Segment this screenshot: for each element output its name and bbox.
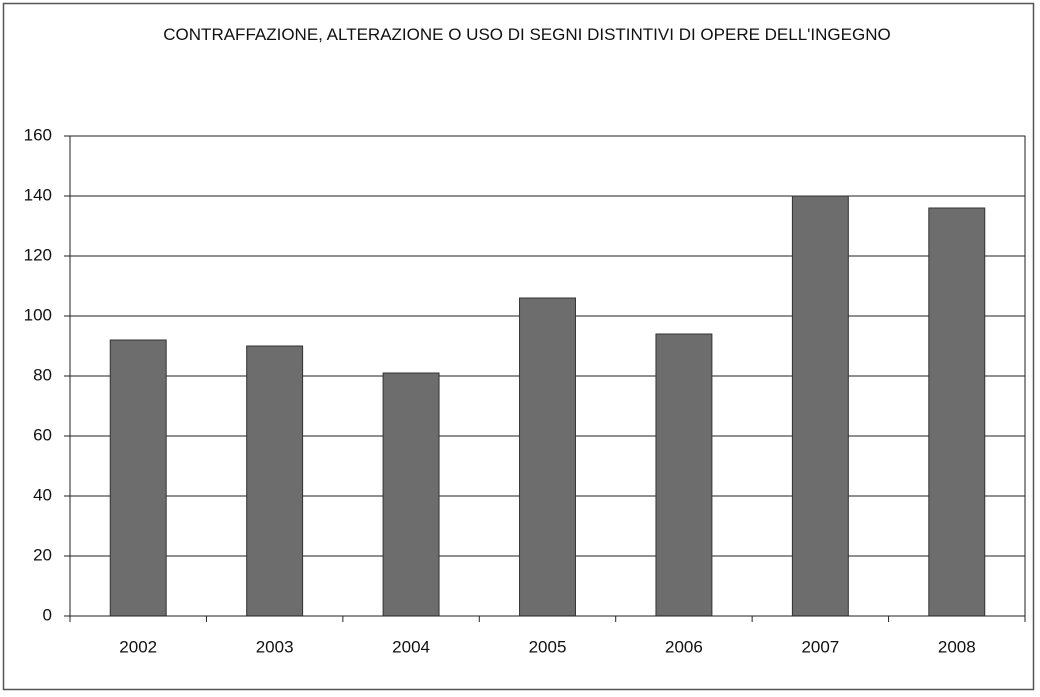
y-tick-label: 60	[33, 425, 52, 444]
bar	[109, 339, 167, 617]
y-tick-label: 40	[33, 485, 52, 504]
x-tick-label: 2007	[801, 637, 839, 656]
y-tick-label: 80	[33, 365, 52, 384]
y-tick-label: 0	[43, 605, 52, 624]
bar	[382, 372, 440, 617]
x-tick-label: 2004	[392, 637, 430, 656]
x-tick-label: 2005	[529, 637, 567, 656]
x-tick-label: 2006	[665, 637, 703, 656]
y-tick-label: 140	[24, 185, 52, 204]
chart-title: CONTRAFFAZIONE, ALTERAZIONE O USO DI SEG…	[163, 25, 891, 44]
y-tick-label: 100	[24, 305, 52, 324]
y-tick-label: 120	[24, 245, 52, 264]
x-tick-label: 2008	[938, 637, 976, 656]
bar	[655, 333, 713, 617]
bar	[519, 297, 576, 617]
x-tick-label: 2002	[119, 637, 157, 656]
bar	[246, 345, 304, 617]
bar	[791, 195, 849, 617]
x-tick-label: 2003	[256, 637, 294, 656]
y-tick-label: 20	[33, 545, 52, 564]
bar	[928, 207, 986, 617]
y-tick-label: 160	[24, 125, 52, 144]
